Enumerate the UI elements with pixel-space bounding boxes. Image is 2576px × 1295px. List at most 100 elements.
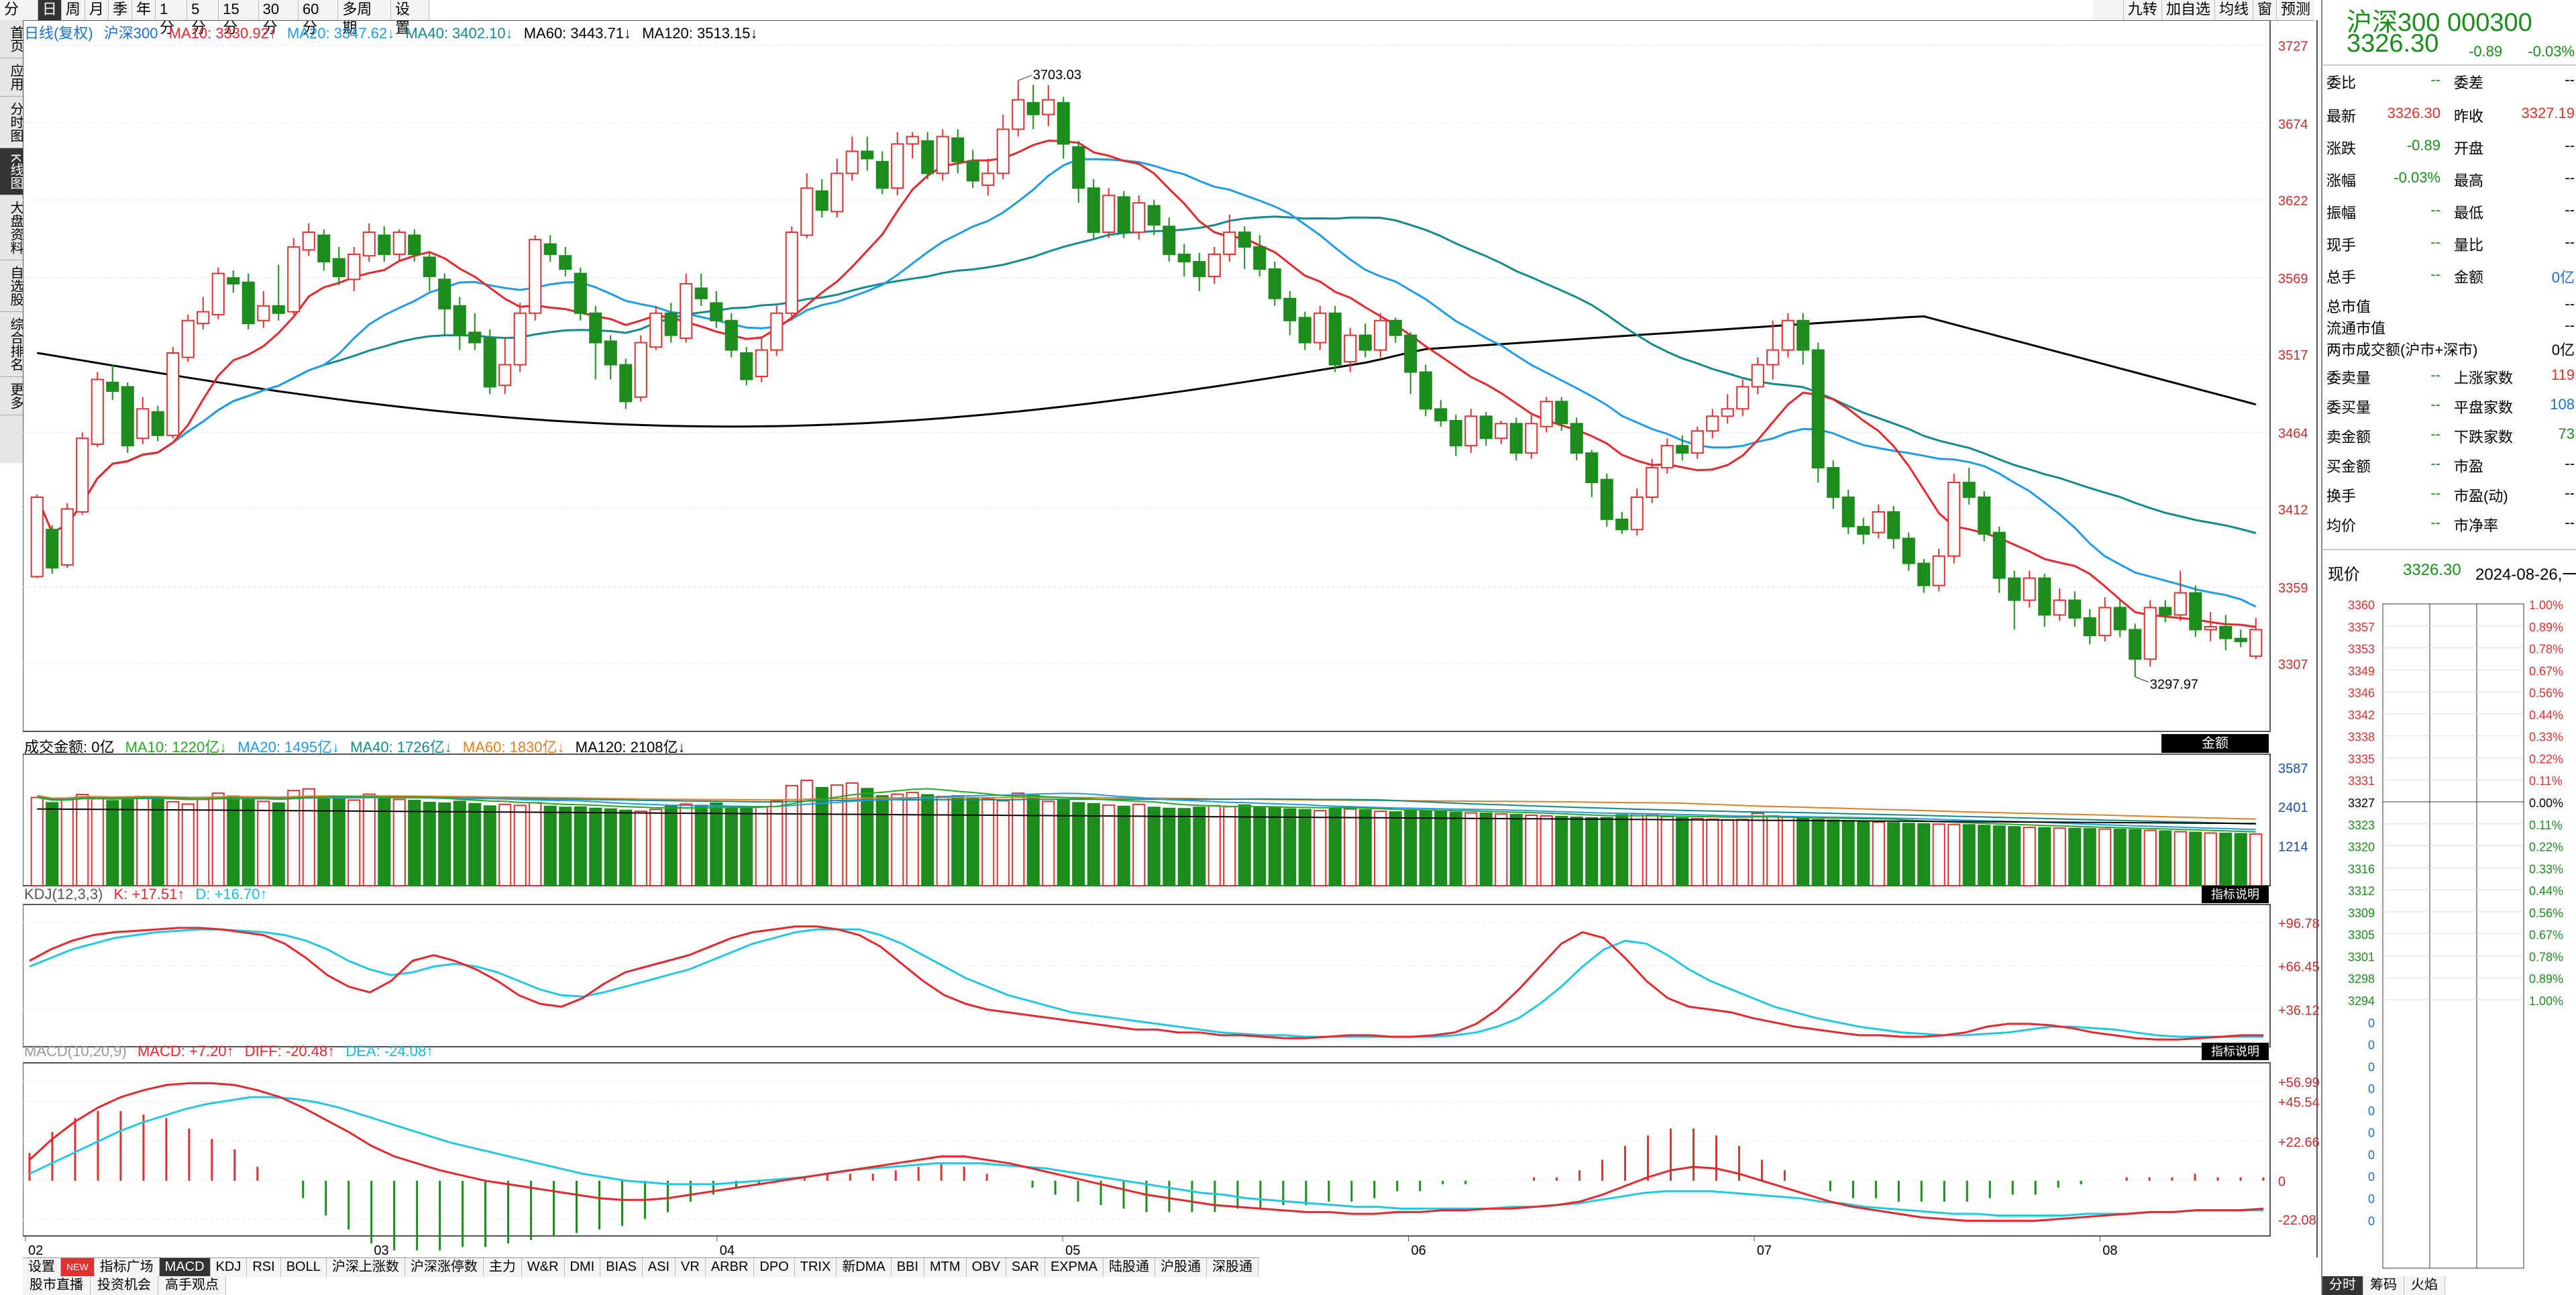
volume-bar [1857,821,1870,887]
left-nav-item-7[interactable]: 更多 [0,377,23,416]
candle [302,231,315,251]
candle [453,305,466,336]
period-tab-7[interactable]: 5分 [187,0,219,36]
volume-bar [1223,806,1236,887]
candle [1163,225,1176,256]
indicator-tab-18[interactable]: 新DMA [837,1258,892,1277]
quote-cell: 金额 [2454,269,2484,286]
period-tab-5[interactable]: 年 [132,0,156,20]
minute-pct-tick: 0.22% [2529,841,2563,854]
volume-bar [1298,809,1311,886]
quote-cell: -- [2565,169,2575,186]
period-tab-6[interactable]: 1分 [156,0,188,36]
indicator-tab-20[interactable]: MTM [924,1258,967,1277]
period-tab-11[interactable]: 多周期 [338,0,392,36]
period-tab-12[interactable]: 设置 [391,0,429,36]
candle [529,239,542,314]
period-tab-4[interactable]: 季 [109,0,132,20]
period-tab-2[interactable]: 周 [62,0,85,20]
left-nav-item-2[interactable]: 分时图 [0,97,23,148]
left-nav-item-6[interactable]: 综合排名 [0,312,23,378]
indicator-tab-21[interactable]: OBV [967,1258,1006,1277]
period-tab-10[interactable]: 60分 [299,0,339,36]
indicator-tab-8[interactable]: 沪深涨停数 [405,1258,484,1277]
indicator-tab-22[interactable]: SAR [1006,1258,1045,1277]
left-nav-item-4[interactable]: 大盘资料 [0,195,23,261]
indicator-tab-15[interactable]: ARBR [706,1258,755,1277]
minute-price-tick: 0 [2368,1039,2375,1052]
candle [1374,319,1387,351]
panel-tab-0[interactable]: 分时 [2322,1276,2363,1295]
candle [1268,268,1281,299]
indicator-tab-9[interactable]: 主力 [484,1258,522,1277]
period-tab-8[interactable]: 15分 [219,0,259,36]
indicator-tab-16[interactable]: DPO [754,1258,795,1277]
period-tab-9[interactable]: 30分 [259,0,299,36]
indicator-tab-25[interactable]: 沪股通 [1155,1258,1207,1277]
indicator-tab-3[interactable]: MACD [159,1258,211,1277]
macd-label[interactable]: MACD(10,20,9) [24,1043,127,1059]
period-label[interactable]: 日线(复权) [24,25,93,42]
period-tab-3[interactable]: 月 [85,0,109,20]
right-tool-2[interactable]: 均线 [2214,0,2253,20]
indicator-tab-13[interactable]: ASI [643,1258,676,1277]
indicator-tab-17[interactable]: TRIX [795,1258,837,1277]
indicator-tab-5[interactable]: RSI [247,1258,281,1277]
indicator-tab-24[interactable]: 陆股通 [1104,1258,1155,1277]
kdj-label[interactable]: KDJ(12,3,3) [24,886,103,902]
bottom-link-1[interactable]: 投资机会 [91,1276,158,1295]
indicator-tab-6[interactable]: BOLL [281,1258,327,1277]
quote-cell: 开盘 [2454,140,2484,157]
volume-bar [468,802,482,886]
panel-tab-2[interactable]: 火焰 [2404,1276,2445,1295]
right-tool-3[interactable]: 窗 [2252,0,2276,20]
indicator-tab-19[interactable]: BBI [892,1258,925,1277]
indicator-tab-12[interactable]: BIAS [600,1258,643,1277]
volume-bar [181,803,195,887]
left-nav-item-0[interactable]: 首页 [0,20,23,58]
volume-bar [1540,815,1553,887]
kdj-help-button[interactable]: 指标说明 [2202,886,2269,903]
volume-bar [996,800,1010,887]
indicator-tab-2[interactable]: 指标广场 [95,1258,160,1277]
left-nav-item-1[interactable]: 应用 [0,58,23,97]
indicator-tab-14[interactable]: VR [676,1258,706,1277]
volume-bar [680,803,693,887]
quote-cell: -0.03% [2394,169,2440,186]
right-tool-4[interactable]: 预测 [2275,0,2314,20]
indicator-tab-0[interactable]: 设置 [23,1258,61,1277]
macd-diff-line [28,1082,2264,1222]
volume-mode-button[interactable]: 金额 [2161,734,2269,753]
month-label: 02 [28,1243,43,1257]
volume-bar [921,794,934,886]
indicator-tab-23[interactable]: EXPMA [1045,1258,1104,1277]
indicator-tab-10[interactable]: W&R [522,1258,565,1277]
minute-chart[interactable]: 3360 3357 3353 3349 3346 3342 3338 3335 3331 3327… [2322,590,2576,1275]
indicator-tab-1[interactable]: NEW [61,1258,95,1277]
volume-bar [1434,811,1448,886]
left-nav-item-5[interactable]: 自选股 [0,260,23,313]
quote-row: 换手 -- 市盈(动) -- [2326,484,2575,514]
indicator-tab-7[interactable]: 沪深上涨数 [327,1258,405,1277]
indicator-tab-11[interactable]: DMI [565,1258,601,1277]
panel-tab-1[interactable]: 筹码 [2363,1276,2404,1295]
candle [197,311,210,325]
period-tab-0[interactable]: 分时 [0,0,38,36]
minute-price-tick: 3357 [2348,621,2375,634]
minute-pct-tick: 0.44% [2529,709,2563,722]
minute-pct-tick: 1.00% [2529,994,2563,1008]
pane-border [23,754,2271,886]
left-nav-item-3[interactable]: K线图 [0,148,23,196]
minute-pct-tick: 0.00% [2529,796,2563,810]
right-tool-1[interactable]: 加自选 [2161,0,2214,20]
right-tool-0[interactable]: 九转 [2123,0,2161,20]
candle [1827,467,1840,498]
bottom-link-0[interactable]: 股市直播 [23,1276,91,1295]
indicator-tab-26[interactable]: 深股通 [1207,1258,1258,1277]
kline-chart[interactable]: 3727 3674 3622 3569 3517 3464 3412 3359 3307 3703… [23,20,2321,1257]
period-tab-1[interactable]: 日 [38,0,62,20]
macd-help-button[interactable]: 指标说明 [2202,1043,2269,1060]
volume-bar [543,805,557,886]
bottom-link-2[interactable]: 高手观点 [158,1276,226,1295]
indicator-tab-4[interactable]: KDJ [211,1258,248,1277]
